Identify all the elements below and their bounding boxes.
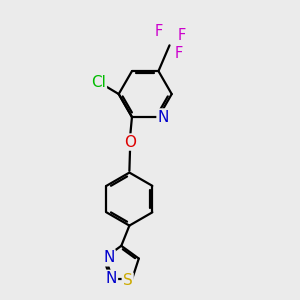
Text: F: F	[177, 28, 185, 43]
Text: Cl: Cl	[91, 75, 106, 90]
Text: O: O	[124, 134, 136, 149]
Text: F: F	[155, 24, 163, 39]
Text: N: N	[158, 110, 169, 124]
Text: N: N	[106, 271, 117, 286]
Text: N: N	[103, 250, 115, 265]
Text: S: S	[123, 274, 133, 289]
Text: F: F	[175, 46, 183, 61]
